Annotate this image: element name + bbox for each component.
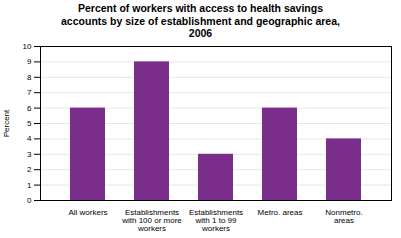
svg-text:8: 8 [27, 73, 32, 82]
svg-text:Percent: Percent [2, 109, 11, 137]
svg-text:Establishmentswith 1 to 99work: Establishmentswith 1 to 99workers [189, 208, 243, 233]
svg-text:Nonmetro.areas: Nonmetro.areas [325, 208, 362, 225]
svg-text:0: 0 [27, 196, 32, 205]
svg-text:3: 3 [27, 150, 32, 159]
svg-text:2: 2 [27, 165, 32, 174]
svg-text:1: 1 [27, 180, 32, 189]
svg-text:5: 5 [27, 119, 32, 128]
svg-text:10: 10 [23, 42, 32, 51]
svg-text:7: 7 [27, 88, 32, 97]
html-text:Percent of workers with access: Percent of workers with access to health… [61, 2, 340, 40]
svg-text:All workers: All workers [68, 208, 107, 217]
svg-text:6: 6 [27, 103, 32, 112]
svg-text:9: 9 [27, 57, 32, 66]
svg-text:4: 4 [27, 134, 32, 143]
svg-text:Establishmentswith 100 or more: Establishmentswith 100 or moreworkers [121, 208, 182, 233]
svg-text:Metro. areas: Metro. areas [258, 208, 303, 217]
